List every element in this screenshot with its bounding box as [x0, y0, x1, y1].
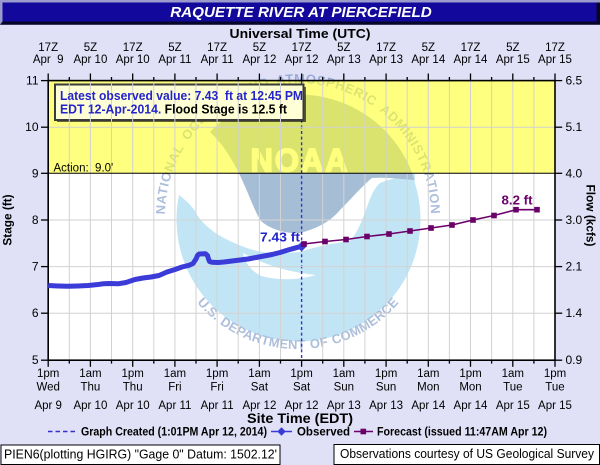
svg-text:5Z: 5Z	[422, 42, 435, 54]
svg-text:6: 6	[32, 306, 39, 320]
svg-text:1am: 1am	[248, 368, 270, 380]
svg-text:Latest observed value: 7.43 f: Latest observed value: 7.43 ft at 12:45 …	[60, 88, 303, 103]
svg-text:Tue: Tue	[545, 382, 564, 394]
svg-text:5.1: 5.1	[566, 120, 583, 134]
svg-text:1am: 1am	[164, 368, 186, 380]
svg-text:Apr 14: Apr 14	[411, 400, 445, 412]
svg-text:Apr 12: Apr 12	[242, 400, 276, 412]
svg-text:Apr 12: Apr 12	[285, 54, 319, 66]
svg-text:Action: 9.0': Action: 9.0'	[54, 163, 114, 175]
svg-text:Observations courtesy of US Ge: Observations courtesy of US Geological S…	[340, 447, 595, 461]
svg-text:1pm: 1pm	[37, 368, 59, 380]
svg-text:Sat: Sat	[251, 382, 269, 394]
svg-text:Stage (ft): Stage (ft)	[1, 194, 15, 245]
svg-text:Sun: Sun	[376, 382, 396, 394]
svg-text:17Z: 17Z	[207, 42, 227, 54]
svg-text:PIEN6(plotting HGIRG) "Gage 0": PIEN6(plotting HGIRG) "Gage 0" Datum: 15…	[4, 447, 277, 462]
svg-text:Sun: Sun	[334, 382, 354, 394]
svg-text:1pm: 1pm	[544, 368, 566, 380]
svg-text:9: 9	[32, 166, 39, 180]
svg-text:Apr 14: Apr 14	[411, 54, 445, 66]
svg-text:17Z: 17Z	[376, 42, 396, 54]
svg-text:1am: 1am	[502, 368, 524, 380]
svg-text:0.9: 0.9	[566, 353, 583, 367]
svg-text:Apr 9: Apr 9	[34, 400, 62, 412]
svg-text:Universal Time (UTC): Universal Time (UTC)	[230, 26, 371, 41]
svg-text:10: 10	[25, 120, 39, 134]
svg-text:1pm: 1pm	[290, 368, 312, 380]
svg-text:2.1: 2.1	[566, 260, 583, 274]
svg-text:EDT 12-Apr-2014. Flood Stage i: EDT 12-Apr-2014. Flood Stage is 12.5 ft	[60, 102, 288, 117]
svg-text:Apr 9: Apr 9	[33, 54, 64, 66]
svg-text:Apr 13: Apr 13	[327, 54, 361, 66]
svg-text:Apr 15: Apr 15	[538, 54, 572, 66]
svg-text:1pm: 1pm	[459, 368, 481, 380]
svg-text:Flow (kcfs): Flow (kcfs)	[584, 185, 598, 247]
svg-text:1am: 1am	[79, 368, 101, 380]
svg-text:1.4: 1.4	[566, 306, 583, 320]
svg-text:5Z: 5Z	[168, 42, 181, 54]
svg-text:Fri: Fri	[168, 382, 181, 394]
svg-text:Apr 13: Apr 13	[327, 400, 361, 412]
svg-text:1pm: 1pm	[122, 368, 144, 380]
svg-text:5Z: 5Z	[506, 42, 519, 54]
svg-text:Apr 12: Apr 12	[242, 54, 276, 66]
svg-text:RAQUETTE RIVER AT PIERCEFIELD: RAQUETTE RIVER AT PIERCEFIELD	[170, 4, 432, 21]
svg-text:Thu: Thu	[123, 382, 143, 394]
svg-text:5: 5	[32, 353, 39, 367]
svg-text:Forecast (issued 11:47AM Apr 1: Forecast (issued 11:47AM Apr 12)	[377, 425, 547, 439]
svg-text:Apr 14: Apr 14	[454, 400, 488, 412]
svg-text:Tue: Tue	[503, 382, 522, 394]
svg-text:Apr 11: Apr 11	[158, 400, 191, 412]
svg-text:3.0: 3.0	[566, 213, 583, 227]
svg-text:Apr 11: Apr 11	[158, 54, 191, 66]
svg-text:Apr 10: Apr 10	[73, 54, 107, 66]
svg-text:Apr 12: Apr 12	[285, 400, 319, 412]
svg-text:1pm: 1pm	[206, 368, 228, 380]
svg-text:1am: 1am	[417, 368, 439, 380]
svg-text:17Z: 17Z	[545, 42, 565, 54]
svg-text:Sat: Sat	[293, 382, 311, 394]
svg-text:Apr 10: Apr 10	[116, 54, 150, 66]
svg-text:17Z: 17Z	[38, 42, 58, 54]
svg-text:Fri: Fri	[210, 382, 223, 394]
svg-text:7.43 ft: 7.43 ft	[260, 230, 301, 245]
svg-text:1am: 1am	[333, 368, 355, 380]
svg-text:Mon: Mon	[417, 382, 439, 394]
svg-text:8.2 ft: 8.2 ft	[502, 193, 534, 208]
svg-text:5Z: 5Z	[253, 42, 266, 54]
svg-text:5Z: 5Z	[337, 42, 350, 54]
svg-text:Graph Created (1:01PM Apr 12,: Graph Created (1:01PM Apr 12, 2014)	[81, 425, 267, 439]
svg-text:5Z: 5Z	[84, 42, 97, 54]
svg-text:4.0: 4.0	[566, 166, 583, 180]
svg-text:Apr 10: Apr 10	[116, 400, 150, 412]
svg-text:Apr 11: Apr 11	[201, 400, 234, 412]
svg-text:Observed: Observed	[297, 425, 350, 439]
svg-text:Apr 15: Apr 15	[496, 54, 530, 66]
svg-text:Apr 10: Apr 10	[73, 400, 107, 412]
svg-text:Apr 13: Apr 13	[369, 54, 403, 66]
svg-text:17Z: 17Z	[292, 42, 312, 54]
svg-text:Apr 14: Apr 14	[454, 54, 488, 66]
svg-text:Site Time (EDT): Site Time (EDT)	[247, 411, 353, 426]
svg-text:8: 8	[32, 213, 39, 227]
svg-text:11: 11	[26, 74, 39, 88]
svg-text:Apr 15: Apr 15	[538, 400, 572, 412]
svg-text:17Z: 17Z	[123, 42, 143, 54]
svg-text:Apr 15: Apr 15	[496, 400, 530, 412]
svg-text:Mon: Mon	[459, 382, 481, 394]
svg-text:Apr 11: Apr 11	[201, 54, 234, 66]
svg-text:6.5: 6.5	[566, 74, 583, 88]
svg-text:Thu: Thu	[80, 382, 100, 394]
svg-text:17Z: 17Z	[461, 42, 481, 54]
svg-text:1pm: 1pm	[375, 368, 397, 380]
svg-text:Apr 13: Apr 13	[369, 400, 403, 412]
svg-text:7: 7	[32, 260, 39, 274]
svg-text:Wed: Wed	[36, 382, 59, 394]
